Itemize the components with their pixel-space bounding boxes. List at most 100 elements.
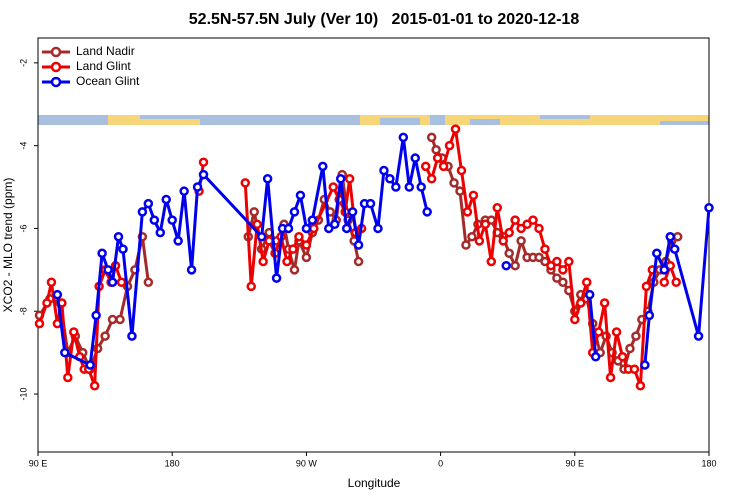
x-tick-label: 180: [165, 458, 180, 468]
data-point: [404, 182, 415, 192]
data-point: [480, 219, 491, 230]
data-point: [546, 260, 556, 271]
data-point: [173, 236, 183, 246]
chart-title: 52.5N-57.5N July (Ver 10) 2015-01-01 to …: [189, 11, 580, 28]
data-point: [704, 202, 714, 213]
data-point: [307, 215, 318, 225]
data-point: [143, 198, 154, 209]
data-point: [324, 223, 334, 234]
x-tick-label: 90 E: [29, 458, 48, 468]
data-point: [617, 352, 628, 362]
data-point: [570, 314, 580, 325]
data-point: [149, 215, 160, 225]
data-point: [198, 169, 209, 180]
data-point: [635, 381, 646, 391]
y-tick-label: -10: [18, 388, 28, 401]
data-point: [42, 298, 52, 308]
data-point: [167, 215, 177, 225]
data-point: [584, 289, 595, 300]
data-point: [438, 161, 449, 172]
data-point: [249, 207, 259, 217]
data-point: [97, 248, 107, 259]
data-point: [444, 140, 455, 151]
data-point: [468, 190, 479, 201]
data-point: [115, 314, 125, 325]
data-point: [516, 236, 526, 246]
data-point: [294, 231, 304, 242]
data-point: [344, 174, 355, 184]
data-point: [113, 231, 124, 242]
data-point: [289, 207, 300, 217]
x-tick-label: 90 W: [296, 458, 318, 468]
data-point: [652, 248, 662, 259]
data-point: [422, 207, 432, 217]
legend-label: Ocean Glint: [76, 74, 140, 88]
map-strip: [38, 115, 709, 125]
data-point: [116, 277, 127, 288]
y-axis-label: XCO2 - MLO trend (ppm): [1, 178, 15, 313]
data-point: [91, 310, 101, 321]
data-point: [564, 256, 574, 267]
data-point: [103, 265, 113, 275]
data-point: [504, 248, 514, 259]
y-tick-label: -8: [18, 307, 28, 315]
data-point: [353, 240, 364, 250]
data-point: [558, 265, 568, 275]
data-point: [100, 331, 110, 341]
data-point: [155, 227, 166, 238]
data-point: [240, 178, 251, 188]
data-point: [63, 372, 73, 383]
data-point: [558, 277, 568, 288]
data-point: [510, 215, 520, 225]
data-point: [246, 281, 256, 292]
data-point: [605, 372, 616, 383]
data-point: [644, 310, 655, 321]
data-point: [540, 244, 550, 254]
data-point: [486, 256, 497, 267]
data-point: [89, 381, 100, 391]
data-point: [552, 273, 562, 283]
data-point: [283, 223, 294, 234]
data-point: [179, 186, 189, 196]
data-point: [659, 265, 670, 275]
data-point: [335, 174, 346, 184]
data-point: [256, 231, 267, 242]
data-point: [492, 202, 503, 213]
data-point: [450, 124, 461, 134]
legend-marker: [50, 61, 62, 73]
data-point: [504, 227, 514, 238]
data-point: [599, 298, 610, 308]
data-point: [669, 244, 680, 254]
data-point: [391, 182, 401, 192]
data-point: [295, 190, 306, 201]
data-point: [69, 327, 79, 337]
y-tick-label: -6: [18, 224, 28, 232]
data-point: [467, 231, 477, 242]
data-point: [192, 182, 203, 192]
data-point: [107, 277, 118, 288]
data-point: [341, 223, 352, 234]
data-point: [449, 178, 459, 188]
data-point: [252, 219, 262, 230]
data-point: [309, 223, 319, 234]
x-tick-label: 90 E: [566, 458, 585, 468]
legend-marker: [50, 76, 62, 88]
data-point: [426, 174, 437, 184]
data-point: [301, 223, 312, 234]
data-point: [46, 277, 57, 288]
data-point: [161, 194, 171, 205]
data-point: [60, 347, 70, 358]
data-point: [52, 289, 63, 300]
data-point: [528, 215, 538, 225]
data-point: [593, 327, 604, 337]
data-point: [611, 327, 622, 337]
data-point: [552, 256, 562, 267]
data-point: [461, 240, 471, 250]
data-point: [258, 256, 268, 267]
data-point: [625, 343, 635, 354]
data-point: [262, 174, 273, 184]
data-point: [581, 277, 592, 288]
data-point: [426, 132, 437, 143]
data-point: [198, 157, 209, 167]
